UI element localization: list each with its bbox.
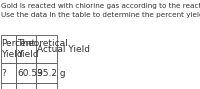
Bar bbox=[1, 63, 16, 83]
Text: 35.2 g: 35.2 g bbox=[37, 69, 66, 78]
Text: 60.59: 60.59 bbox=[17, 69, 43, 78]
Text: Gold is reacted with chlorine gas according to the reaction 2 Au + 3 Cl₂ → 2 AuC: Gold is reacted with chlorine gas accord… bbox=[1, 3, 200, 9]
Bar bbox=[36, 83, 57, 89]
Bar bbox=[16, 35, 36, 63]
Text: Percent
Yield: Percent Yield bbox=[1, 39, 35, 59]
Text: Actual Yield: Actual Yield bbox=[37, 45, 90, 54]
Text: ?: ? bbox=[1, 69, 6, 78]
Bar bbox=[16, 83, 36, 89]
Text: Use the data in the table to determine the percent yield of gold chloride (AuCl₃: Use the data in the table to determine t… bbox=[1, 11, 200, 18]
Bar bbox=[36, 63, 57, 83]
Bar bbox=[36, 35, 57, 63]
Bar bbox=[1, 35, 16, 63]
Bar bbox=[1, 83, 16, 89]
Bar bbox=[16, 63, 36, 83]
Text: Theoretical
Yield: Theoretical Yield bbox=[17, 39, 68, 59]
